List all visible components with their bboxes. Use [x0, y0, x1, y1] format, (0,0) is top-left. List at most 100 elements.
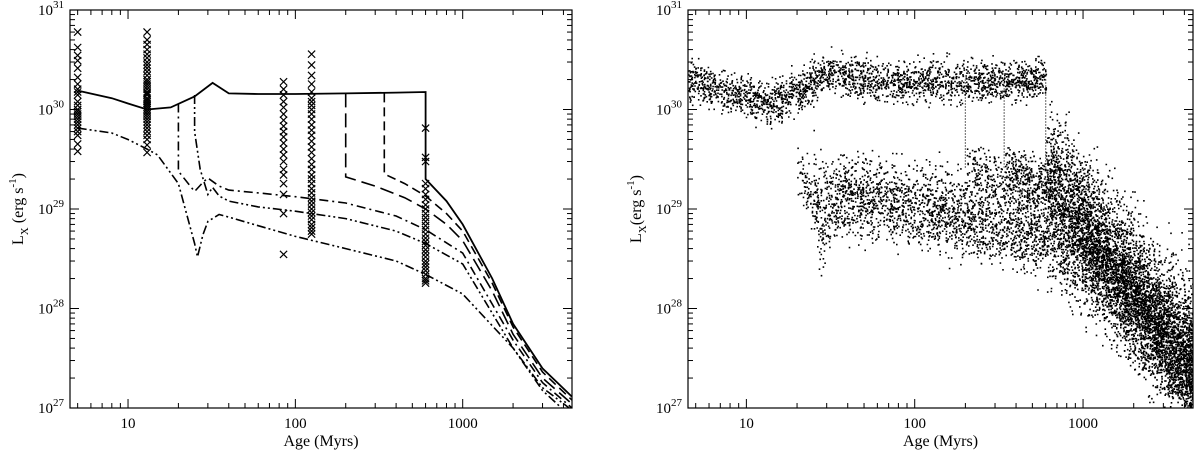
- plot-area: [688, 46, 1193, 408]
- observation-cross-marker: [421, 276, 430, 285]
- y-axis-label-exp: -1: [7, 178, 19, 187]
- observation-cross-marker: [307, 211, 316, 221]
- observation-cross-marker: [307, 80, 316, 89]
- x-tick-label: 10: [121, 416, 136, 432]
- observation-cross-marker: [307, 115, 316, 124]
- observation-cross-marker: [279, 77, 288, 86]
- x-tick-label: 1000: [1068, 416, 1098, 432]
- y-axis-label: LX (erg s-1): [7, 173, 31, 245]
- y-axis-label-sub: X: [637, 225, 649, 233]
- y-axis-label-rest: (erg s: [628, 190, 645, 226]
- population-saturated: [688, 46, 1048, 130]
- observation-cross-marker: [143, 87, 152, 97]
- x-axis-label: Age (Myrs): [903, 433, 978, 450]
- observation-cross-marker: [421, 279, 430, 288]
- observation-cross-marker: [143, 53, 152, 62]
- y-axis-ticks: [688, 9, 1193, 409]
- observation-cross-marker: [279, 170, 288, 179]
- observation-cross-marker: [73, 85, 82, 94]
- observation-cross-marker: [307, 87, 316, 97]
- y-tick-exponent: 29: [53, 198, 65, 210]
- observation-cross-marker: [279, 103, 288, 112]
- y-tick-base: 10: [656, 202, 671, 218]
- series-line-dash-dot-dot: [77, 127, 563, 408]
- y-tick-exponent: 31: [671, 0, 682, 11]
- observation-cross-marker: [73, 43, 82, 52]
- x-axis-label: Age (Myrs): [283, 433, 358, 450]
- observation-cross-marker: [73, 131, 82, 140]
- y-tick-base: 10: [656, 302, 671, 318]
- observation-cross-marker: [421, 200, 430, 209]
- observation-cross-marker: [143, 60, 152, 70]
- observation-cross-marker: [279, 209, 288, 218]
- y-tick-base: 10: [38, 103, 53, 119]
- observation-cross-marker: [143, 115, 152, 124]
- observation-cross-marker: [143, 28, 152, 37]
- observation-cross-marker: [421, 252, 430, 261]
- observation-cross-marker: [421, 124, 430, 133]
- y-axis-label: LX(erg s-1): [625, 175, 649, 243]
- observation-cross-marker: [143, 120, 152, 129]
- observation-cross-marker: [421, 270, 430, 279]
- observation-cross-marker: [143, 148, 152, 157]
- population-branch-600: [1045, 100, 1193, 408]
- observation-cross-marker: [307, 200, 316, 209]
- y-axis-label-main: L: [628, 233, 645, 243]
- scatter-points: [813, 129, 1193, 408]
- observation-cross-marker: [307, 97, 316, 106]
- y-axis-ticks: [70, 9, 572, 409]
- observation-cross-marker: [73, 117, 82, 126]
- y-axis-label-main: L: [10, 235, 27, 245]
- y-tick-exponent: 30: [53, 99, 65, 111]
- y-tick-exponent: 27: [671, 397, 683, 409]
- y-tick-exponent: 31: [53, 0, 64, 11]
- observation-cross-marker: [307, 101, 316, 110]
- observation-cross-marker: [307, 197, 316, 206]
- series-line-solid: [77, 81, 572, 398]
- observation-cross-marker: [421, 237, 430, 246]
- y-axis-label-exp: -1: [625, 180, 637, 189]
- observation-cross-marker: [73, 120, 82, 129]
- observation-cross-marker: [307, 131, 316, 140]
- y-tick-base: 10: [38, 3, 53, 19]
- observation-cross-marker: [143, 124, 152, 133]
- x-tick-label: 100: [903, 416, 926, 432]
- observation-cross-marker: [279, 85, 288, 94]
- scatter-points: [1005, 147, 1193, 408]
- observation-cross-marker: [143, 64, 152, 73]
- y-tick-base: 10: [38, 401, 53, 417]
- y-tick-label: 1030: [656, 99, 683, 119]
- observation-cross-marker: [421, 157, 430, 166]
- observation-cross-marker: [307, 94, 316, 103]
- series-line-dash-dot-dot: [193, 95, 571, 408]
- observation-cross-marker: [307, 50, 316, 59]
- observation-cross-marker: [421, 259, 430, 269]
- observation-cross-marker: [279, 90, 288, 99]
- observation-cross-marker: [421, 263, 430, 272]
- y-tick-exponent: 28: [671, 298, 683, 310]
- observation-cross-marker: [73, 90, 82, 99]
- y-tick-base: 10: [656, 3, 671, 19]
- observation-cross-marker: [307, 60, 316, 70]
- observation-cross-marker: [307, 137, 316, 146]
- y-tick-exponent: 29: [671, 198, 683, 210]
- observation-cross-marker: [73, 56, 82, 65]
- y-tick-label: 1031: [656, 0, 682, 19]
- observation-cross-marker: [307, 208, 316, 217]
- series-line-dash-dot: [177, 103, 572, 408]
- observation-cross-marker: [307, 223, 316, 232]
- observation-cross-marker: [421, 221, 430, 230]
- observation-cross-marker: [279, 110, 288, 119]
- observation-cross-marker: [73, 124, 82, 133]
- y-tick-base: 10: [656, 103, 671, 119]
- scatter-points: [688, 46, 1048, 130]
- y-tick-label: 1029: [38, 198, 65, 218]
- observation-cross-marker: [421, 213, 430, 222]
- x-tick-label: 100: [284, 416, 307, 432]
- observation-cross-marker: [279, 97, 288, 106]
- observation-cross-marker: [73, 97, 82, 106]
- y-tick-exponent: 27: [53, 397, 65, 409]
- y-tick-label: 1028: [656, 298, 683, 318]
- y-tick-label: 1030: [38, 99, 65, 119]
